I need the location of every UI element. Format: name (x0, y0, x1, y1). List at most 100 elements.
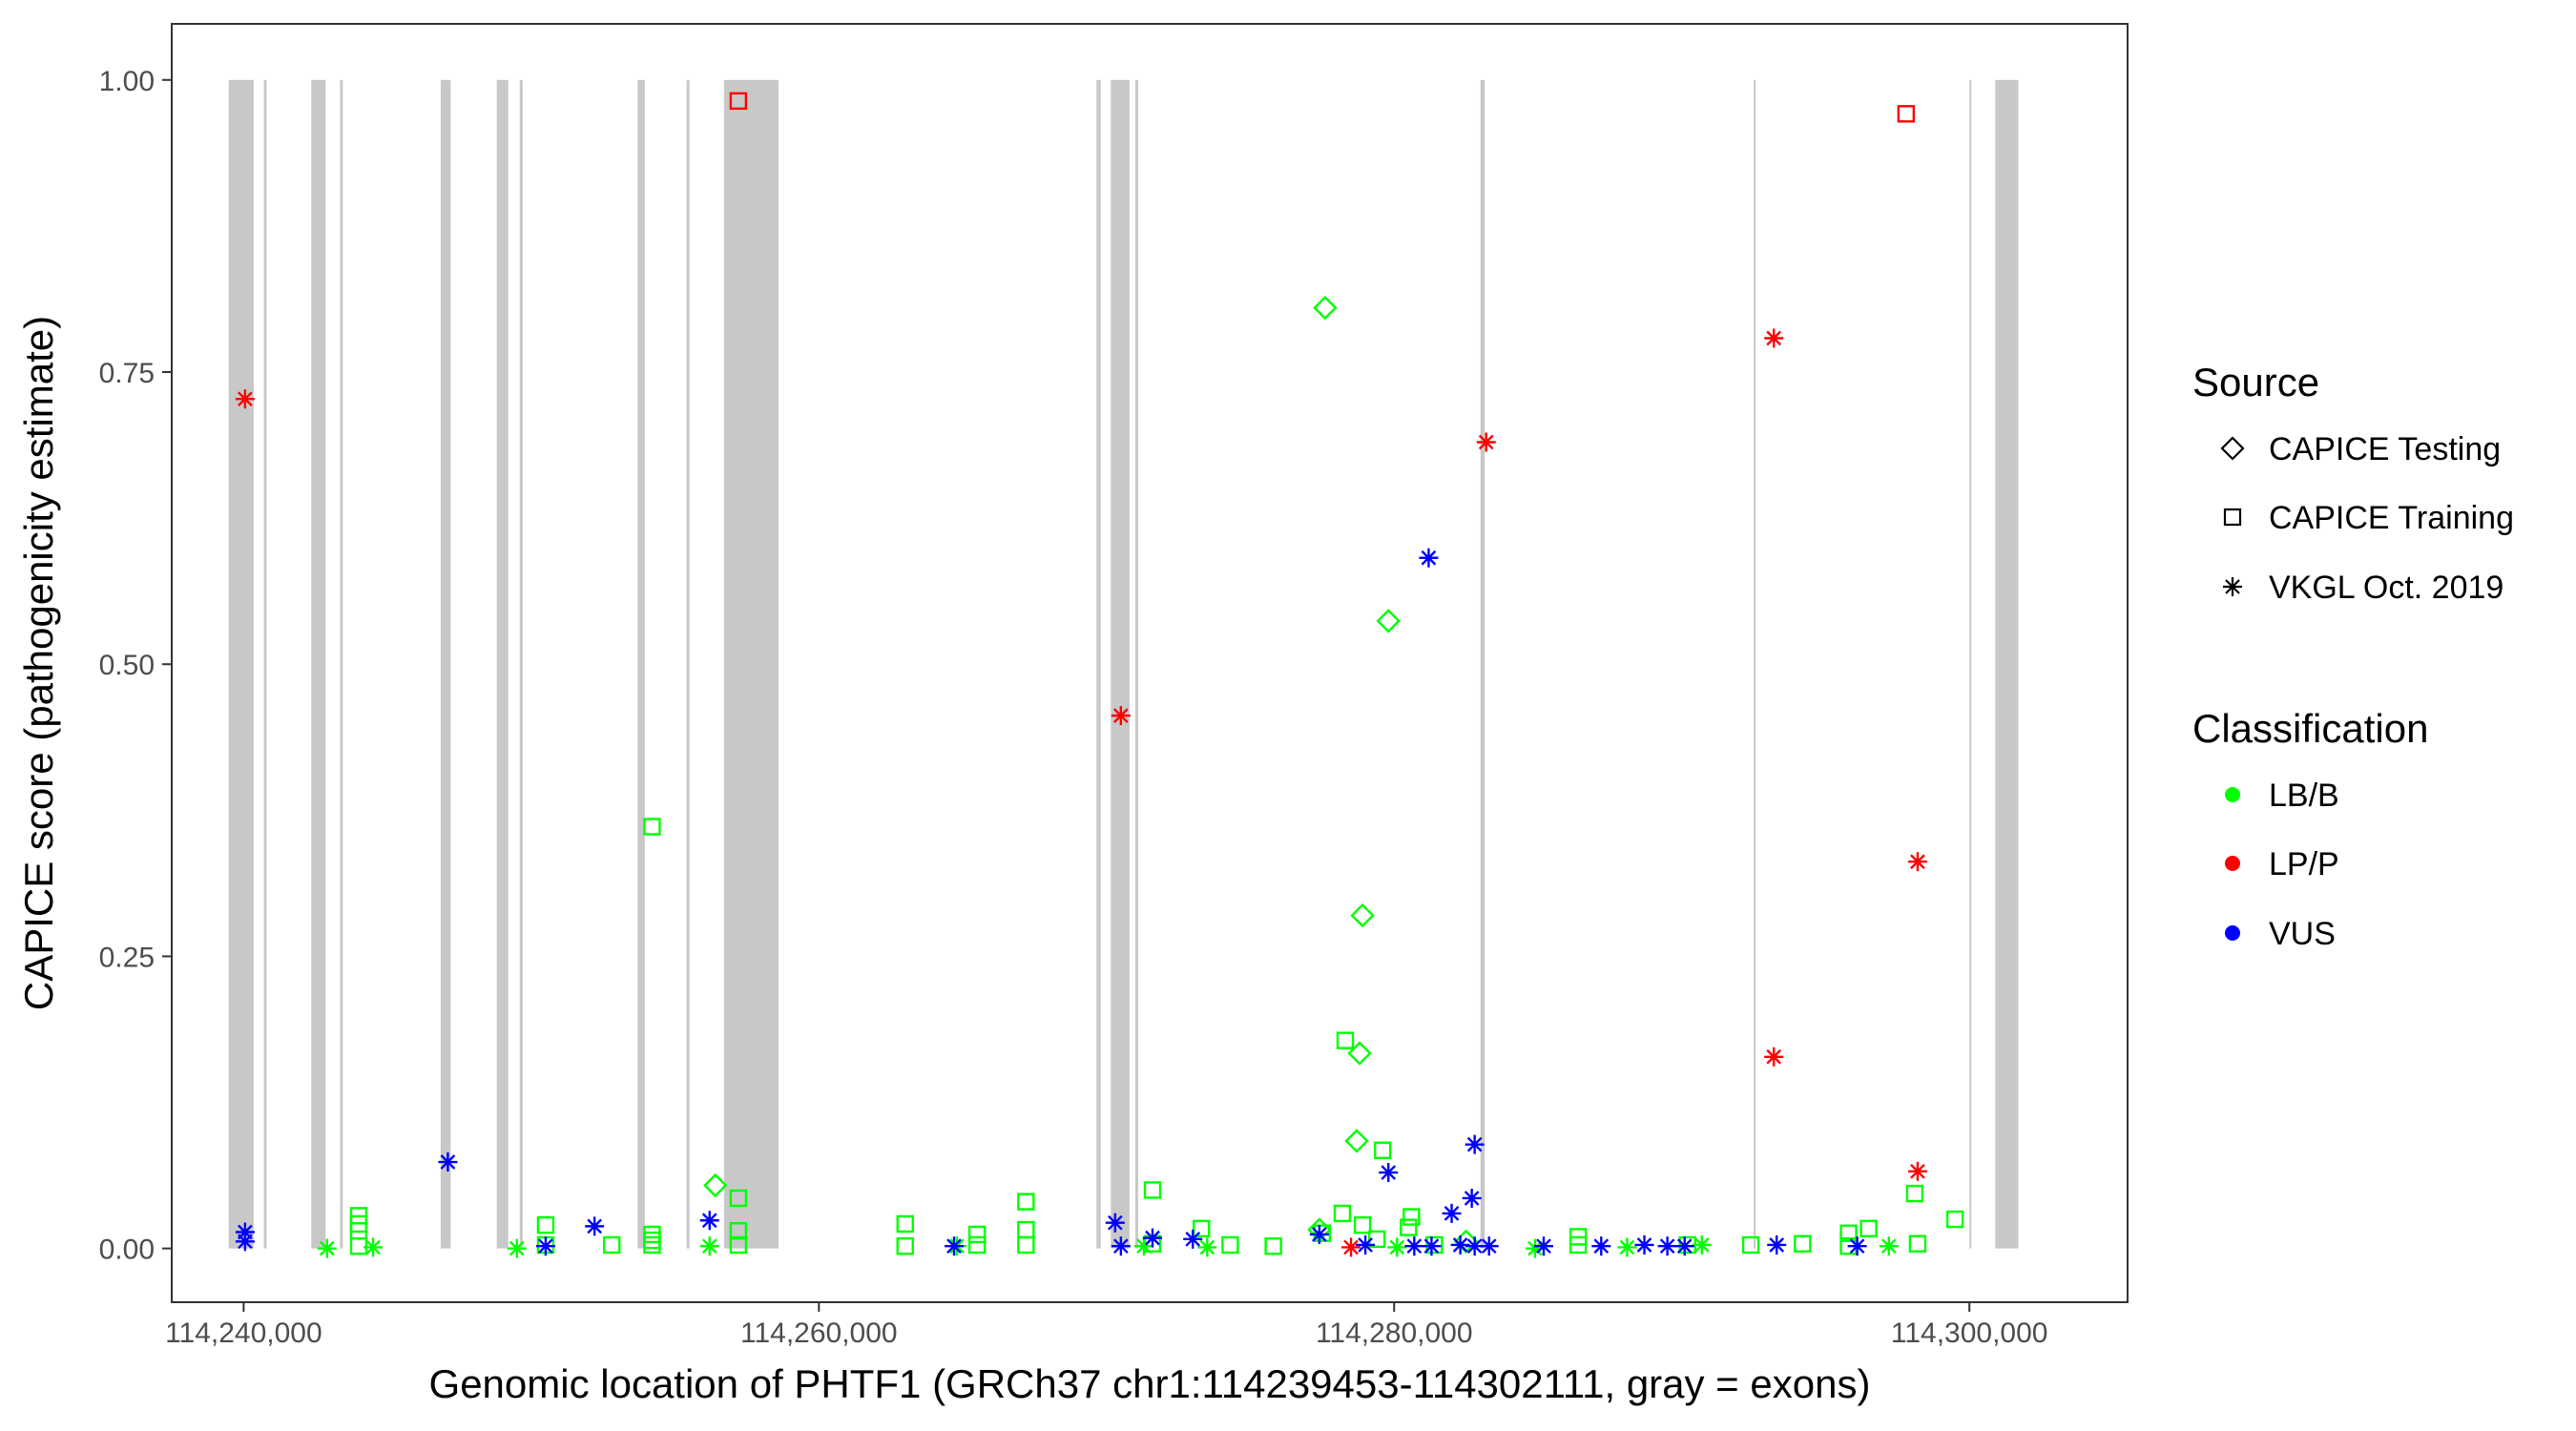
point-asterisk-vus (1767, 1234, 1787, 1255)
point-asterisk-vus (438, 1152, 458, 1172)
point-square-lbb (1402, 1208, 1421, 1226)
point-square-lbb (1313, 1224, 1332, 1242)
point-square-lbb (1336, 1031, 1355, 1049)
point-asterisk-vus (1422, 1236, 1442, 1256)
point-asterisk-vus (1309, 1224, 1329, 1244)
point-asterisk-vus (535, 1236, 555, 1256)
point-square-lbb (1367, 1230, 1386, 1249)
point-square-lbb (1353, 1215, 1372, 1234)
point-asterisk-vus (1591, 1236, 1611, 1256)
point-diamond-lbb (1344, 1129, 1369, 1153)
legend-label-vus: VUS (2269, 916, 2336, 952)
point-square-lbb (349, 1237, 368, 1255)
point-asterisk-vus (1462, 1188, 1482, 1208)
legend-label-capice-testing: CAPICE Testing (2269, 431, 2501, 467)
x-tick-label: 114,260,000 (740, 1317, 898, 1349)
point-asterisk-vus (1379, 1163, 1399, 1183)
point-asterisk-lbb (1197, 1237, 1217, 1257)
point-asterisk-vus (699, 1211, 719, 1231)
exon-band-15 (1969, 79, 1972, 1249)
point-asterisk-lpp (1476, 432, 1496, 452)
point-square-lbb (1017, 1192, 1035, 1211)
point-square-lbb (896, 1214, 914, 1234)
point-asterisk-vus (1442, 1203, 1462, 1223)
legend-item-vkgl: VKGL Oct. 2019 (2223, 570, 2503, 606)
asterisk-icon (2223, 577, 2242, 596)
legend-item-vus: VUS (2225, 916, 2336, 952)
point-asterisk-lbb (1879, 1236, 1899, 1256)
point-square-lbb (1193, 1219, 1211, 1238)
point-square-lbb (1905, 1184, 1924, 1203)
exon-band-16 (1995, 79, 2019, 1249)
point-asterisk-vus (1419, 548, 1439, 568)
legend-item-capice-testing: CAPICE Testing (2220, 431, 2501, 467)
point-square-lpp (1897, 105, 1916, 123)
point-asterisk-vus (1183, 1229, 1203, 1249)
exon-band-1 (263, 79, 267, 1249)
legend-item-lbb: LB/B (2225, 778, 2339, 814)
exon-band-2 (311, 79, 326, 1249)
legend-classification: Classification LB/B LP/P VUS (2192, 706, 2428, 952)
legend-label-lbb: LB/B (2269, 778, 2339, 814)
point-square-lbb (896, 1237, 914, 1255)
point-asterisk-vus (1111, 1236, 1131, 1256)
legend-source: Source CAPICE Testing CAPICE Training VK… (2192, 360, 2514, 606)
point-square-lbb (1741, 1235, 1760, 1255)
legend-label-lpp: LP/P (2269, 846, 2339, 882)
exon-band-11 (1111, 79, 1130, 1249)
x-tick-label: 114,240,000 (165, 1317, 322, 1349)
lpp-dot-icon (2225, 856, 2240, 871)
legend-label-capice-training: CAPICE Training (2269, 500, 2514, 536)
point-asterisk-vus (1634, 1234, 1654, 1255)
point-asterisk-vus (945, 1236, 964, 1256)
square-icon (2223, 508, 2242, 527)
point-asterisk-vus (1450, 1234, 1470, 1255)
point-asterisk-vus (585, 1216, 605, 1236)
vus-dot-icon (2225, 925, 2240, 941)
exon-band-6 (519, 79, 523, 1249)
point-square-lbb (643, 818, 661, 836)
point-asterisk-lbb (317, 1238, 337, 1258)
point-square-lbb (1373, 1141, 1392, 1159)
exon-band-4 (440, 79, 451, 1249)
point-square-lbb (1017, 1235, 1035, 1255)
point-asterisk-lbb (364, 1237, 384, 1257)
point-asterisk-lbb (699, 1236, 719, 1256)
point-asterisk-vus (1105, 1213, 1125, 1233)
point-asterisk-vus (1404, 1236, 1424, 1256)
point-diamond-lbb (703, 1172, 728, 1198)
y-tick-label: 0.25 (99, 942, 155, 973)
point-asterisk-vus (1143, 1228, 1163, 1248)
x-tick-label: 114,280,000 (1316, 1317, 1473, 1349)
point-asterisk-lpp (235, 389, 255, 409)
legend-label-vkgl: VKGL Oct. 2019 (2269, 570, 2503, 606)
plot-panel-border (171, 23, 2129, 1303)
diamond-icon (2220, 436, 2245, 461)
exon-layer (228, 79, 2019, 1249)
point-asterisk-lpp (1764, 328, 1784, 348)
point-square-lbb (536, 1215, 555, 1234)
y-tick-label: 0.50 (99, 650, 155, 681)
y-axis: 0.00 0.25 0.50 0.75 1.00 (99, 66, 172, 1266)
point-square-lbb (729, 1189, 748, 1208)
point-square-lbb (643, 1235, 661, 1255)
point-square-lbb (729, 1222, 748, 1240)
point-asterisk-vus (1674, 1236, 1694, 1256)
exon-band-3 (340, 79, 343, 1249)
point-asterisk-vus (1847, 1236, 1867, 1256)
point-square-lbb (1425, 1235, 1444, 1255)
point-asterisk-lbb (1387, 1237, 1407, 1257)
point-square-lbb (1568, 1235, 1588, 1255)
exon-band-8 (686, 79, 690, 1249)
exon-band-13 (1480, 79, 1485, 1249)
point-asterisk-lbb (1692, 1234, 1712, 1255)
point-square-lbb (1945, 1210, 1964, 1229)
point-diamond-lbb (1376, 609, 1401, 633)
legend-item-capice-training: CAPICE Training (2223, 500, 2514, 536)
point-asterisk-lpp (1341, 1237, 1361, 1257)
x-axis: 114,240,000 114,260,000 114,280,000 114,300… (165, 1302, 2047, 1349)
point-diamond-lbb (1347, 1041, 1372, 1066)
x-tick-label: 114,300,000 (1891, 1317, 2048, 1349)
point-square-lbb (1839, 1224, 1858, 1242)
